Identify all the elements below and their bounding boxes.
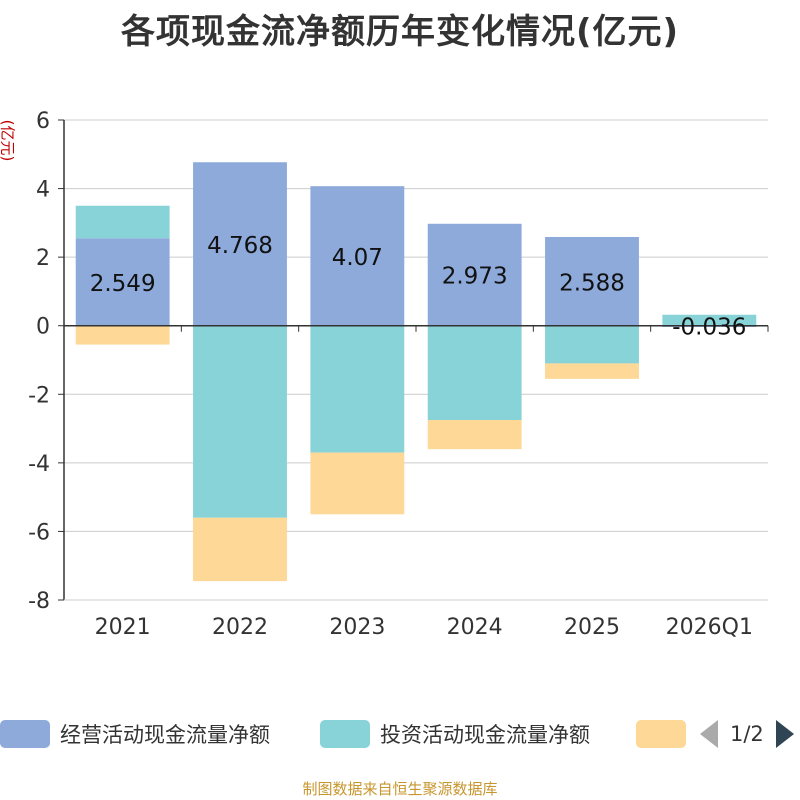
- chart-title: 各项现金流净额历年变化情况(亿元): [120, 12, 680, 52]
- legend-swatch-financing: [636, 720, 686, 748]
- bar-financing-2021: [75, 325, 170, 345]
- x-tick-label: 2022: [212, 615, 268, 640]
- legend-pager: 1/2: [700, 718, 794, 750]
- x-tick-label: 2026Q1: [666, 615, 753, 640]
- x-tick-label: 2021: [95, 615, 151, 640]
- bar-operating-2021: [75, 238, 170, 326]
- legend-label-operating: 经营活动现金流量净额: [60, 723, 270, 747]
- bar-financing-2024: [427, 420, 522, 450]
- bar-financing-2023: [310, 452, 405, 515]
- bar-investing-2023: [310, 325, 405, 453]
- y-tick-label: -6: [28, 520, 50, 545]
- data-label: 2.588: [559, 270, 625, 296]
- y-tick-label: 0: [36, 315, 50, 340]
- data-label: -0.036: [672, 315, 746, 341]
- y-tick-label: 4: [36, 178, 50, 203]
- data-label: 2.973: [442, 264, 508, 290]
- bar-financing-2022: [193, 517, 287, 582]
- bar-operating-2022: [193, 162, 287, 326]
- bar-investing-2026Q1: [662, 314, 757, 326]
- bar-operating-2025: [545, 236, 639, 326]
- pager-next-icon[interactable]: [775, 720, 794, 748]
- legend-item-financing[interactable]: [636, 718, 696, 750]
- y-tick-label: -8: [28, 589, 50, 614]
- legend-swatch-investing: [320, 720, 370, 748]
- bar-investing-2024: [427, 325, 522, 420]
- legend-label-investing: 投资活动现金流量净额: [380, 723, 590, 747]
- bar-investing-2025: [545, 325, 639, 364]
- y-axis-unit-label: (亿元): [0, 119, 17, 162]
- legend-swatch-operating: [0, 720, 50, 748]
- bar-operating-2024: [427, 223, 522, 326]
- y-tick-label: 6: [36, 109, 50, 134]
- y-tick-label: -2: [28, 383, 50, 408]
- x-tick-label: 2023: [329, 615, 385, 640]
- bar-financing-2025: [545, 363, 639, 379]
- x-tick-label: 2024: [447, 615, 503, 640]
- data-label: 2.549: [90, 271, 156, 297]
- y-tick-label: -4: [28, 452, 50, 477]
- bar-operating-2023: [310, 186, 405, 326]
- y-tick-label: 2: [36, 246, 50, 271]
- data-label: 4.768: [207, 233, 273, 259]
- legend-item-investing[interactable]: 投资活动现金流量净额: [320, 718, 590, 750]
- bar-investing-2022: [193, 325, 287, 518]
- data-label: 4.07: [332, 245, 383, 271]
- bar-investing-2021: [75, 205, 170, 239]
- legend-item-operating[interactable]: 经营活动现金流量净额: [0, 718, 270, 750]
- pager-page-indicator: 1/2: [730, 722, 764, 746]
- data-source-note: 制图数据来自恒生聚源数据库: [302, 780, 498, 798]
- pager-prev-icon[interactable]: [700, 720, 718, 748]
- x-tick-label: 2025: [564, 615, 620, 640]
